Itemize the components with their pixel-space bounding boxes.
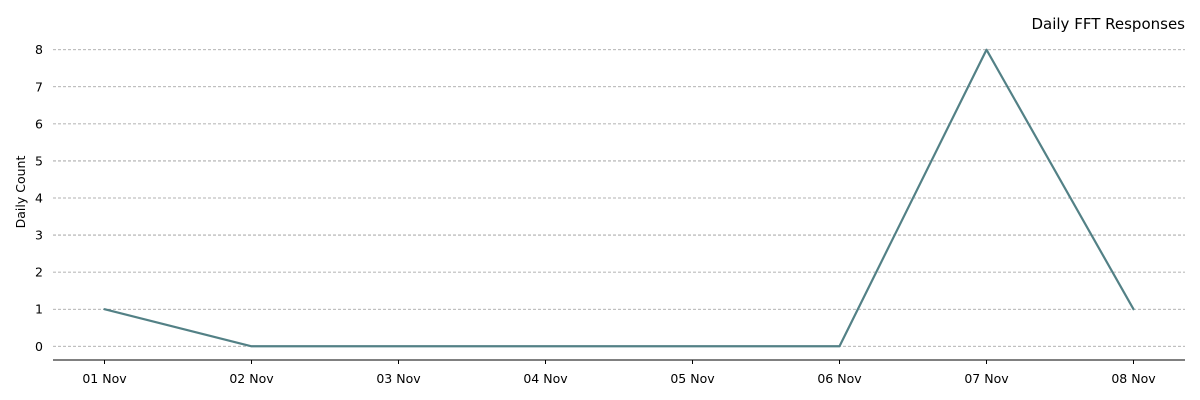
x-tick-label: 08 Nov	[1111, 371, 1156, 386]
y-tick-label: 1	[35, 302, 43, 317]
x-tick-label: 07 Nov	[964, 371, 1009, 386]
y-tick-label: 2	[35, 265, 43, 280]
series-line	[103, 48, 1135, 348]
x-tick-label: 05 Nov	[670, 371, 715, 386]
y-tick-label: 4	[35, 191, 43, 206]
x-tick-label: 02 Nov	[229, 371, 274, 386]
grid-lines	[53, 49, 1185, 347]
x-tick-label: 03 Nov	[376, 371, 421, 386]
x-tick-label: 04 Nov	[523, 371, 568, 386]
y-axis-label: Daily Count	[13, 156, 28, 229]
y-tick-label: 7	[35, 79, 43, 94]
y-tick-label: 5	[35, 153, 43, 168]
y-tick-label: 8	[35, 42, 43, 57]
x-tick-labels: 01 Nov 02 Nov 03 Nov 04 Nov 05 Nov 06 Nov 07 N…	[82, 360, 1156, 386]
y-tick-label: 3	[35, 228, 43, 243]
x-tick-label: 01 Nov	[82, 371, 127, 386]
y-tick-label: 0	[35, 339, 43, 354]
x-tick-label: 06 Nov	[817, 371, 862, 386]
chart-title: Daily FFT Responses	[1031, 15, 1185, 33]
y-tick-labels: 0 1 2 3 4 5 6 7 8	[35, 42, 43, 354]
y-tick-label: 6	[35, 116, 43, 131]
